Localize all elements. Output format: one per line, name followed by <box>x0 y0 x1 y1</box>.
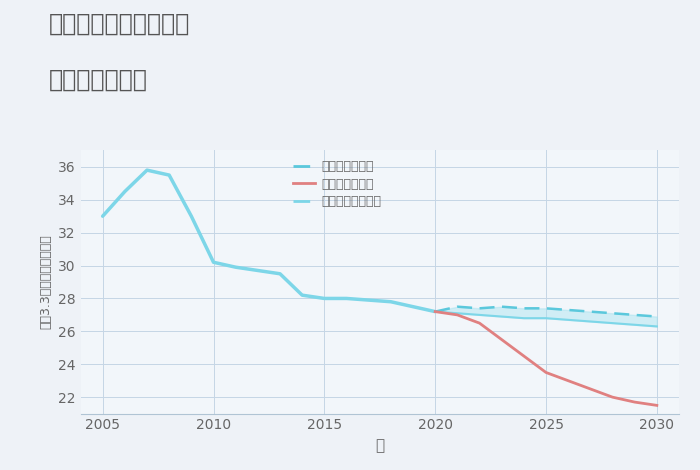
Text: 土地の価格推移: 土地の価格推移 <box>49 68 148 92</box>
X-axis label: 年: 年 <box>375 438 384 453</box>
Y-axis label: 坪（3.3㎡）単価（万円）: 坪（3.3㎡）単価（万円） <box>39 235 52 329</box>
Text: 岐阜県大垣市直江町の: 岐阜県大垣市直江町の <box>49 12 190 36</box>
Legend: グッドシナリオ, バッドシナリオ, ノーマルシナリオ: グッドシナリオ, バッドシナリオ, ノーマルシナリオ <box>289 157 386 212</box>
